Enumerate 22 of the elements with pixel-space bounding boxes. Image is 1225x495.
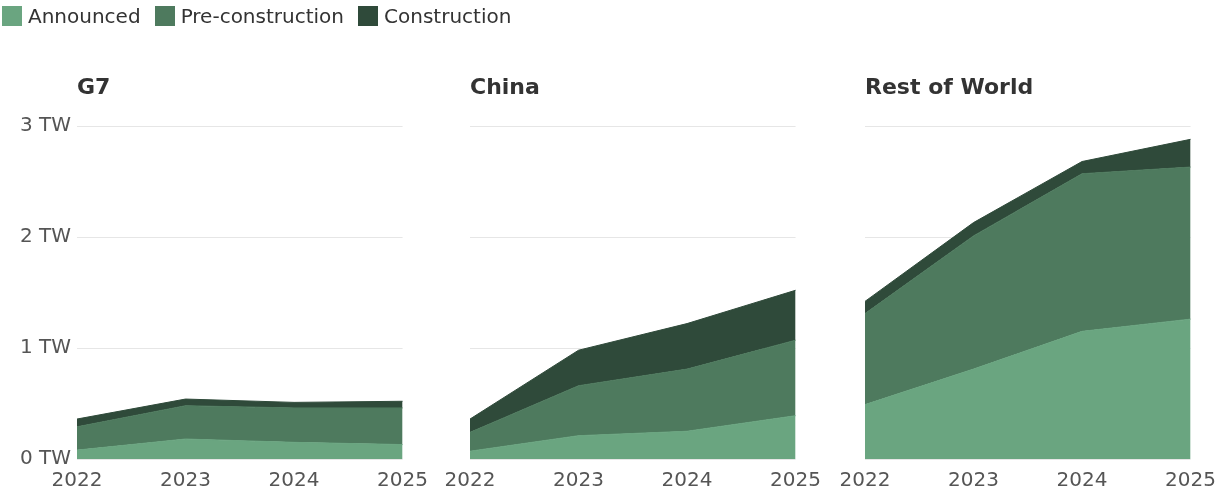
x-tick-label: 2025	[377, 467, 428, 492]
x-tick-label: 2024	[661, 467, 713, 492]
y-tick-label: 0 TW	[19, 445, 72, 470]
x-tick-label: 2022	[839, 467, 891, 492]
x-tick-label: 2025	[1165, 467, 1216, 492]
legend-label: Announced	[28, 4, 141, 28]
x-tick-label: 2022	[51, 467, 103, 492]
x-tick-label: 2022	[444, 467, 496, 492]
y-tick-label: 3 TW	[19, 112, 72, 137]
x-tick-label: 2025	[770, 467, 821, 492]
x-tick-label: 2023	[948, 467, 999, 492]
chart-title: Rest of World	[865, 74, 1034, 99]
y-tick-label: 2 TW	[19, 223, 72, 248]
x-tick-label: 2024	[1056, 467, 1108, 492]
x-tick-label: 2023	[160, 467, 211, 492]
x-tick-label: 2023	[553, 467, 604, 492]
chart-title: G7	[77, 74, 111, 99]
x-tick-label: 2024	[268, 467, 320, 492]
y-tick-label: 1 TW	[19, 334, 72, 359]
legend-label: Pre-construction	[180, 4, 345, 28]
chart-title: China	[470, 74, 540, 99]
legend-label: Construction	[384, 4, 512, 28]
